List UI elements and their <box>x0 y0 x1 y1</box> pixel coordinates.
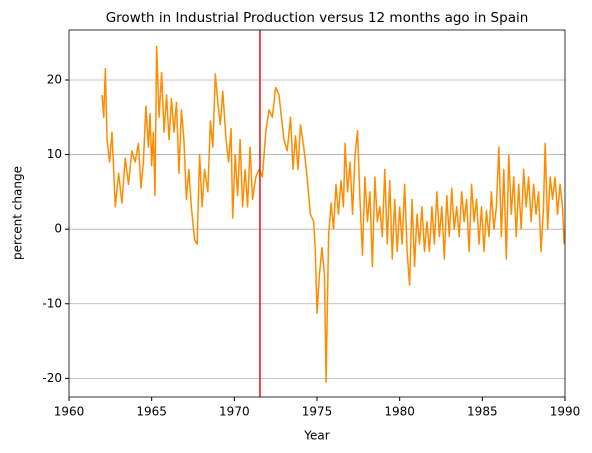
x-tick-label: 1980 <box>384 405 415 419</box>
x-tick-label: 1990 <box>550 405 581 419</box>
y-tick-label: 0 <box>54 222 62 236</box>
y-tick-label: -20 <box>42 371 62 385</box>
chart-title: Growth in Industrial Production versus 1… <box>106 10 529 26</box>
y-axis-label: percent change <box>11 166 25 260</box>
x-tick-label: 1985 <box>467 405 498 419</box>
data-line <box>101 45 565 383</box>
plot-frame <box>68 29 566 398</box>
x-tick-label: 1965 <box>136 405 167 419</box>
x-tick-label: 1960 <box>54 405 85 419</box>
y-tick-label: -10 <box>42 296 62 310</box>
x-axis-label: Year <box>303 429 329 443</box>
x-tick-label: 1970 <box>219 405 250 419</box>
y-tick-label: 10 <box>47 147 62 161</box>
y-tick-label: 20 <box>47 72 62 86</box>
x-tick-label: 1975 <box>302 405 333 419</box>
